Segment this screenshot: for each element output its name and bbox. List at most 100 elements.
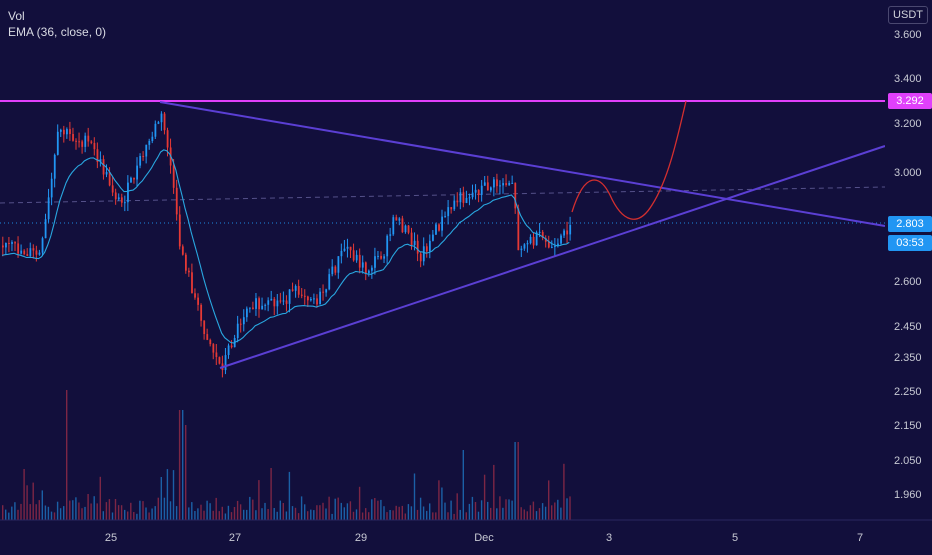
candle-body bbox=[56, 131, 59, 155]
candle-body bbox=[124, 202, 126, 204]
candle-body bbox=[569, 225, 572, 235]
candle-body bbox=[5, 243, 7, 248]
candle-body bbox=[307, 296, 309, 301]
volume-bar bbox=[526, 511, 528, 520]
candle-body bbox=[377, 255, 379, 257]
candle-body bbox=[93, 143, 96, 150]
candle-body bbox=[276, 300, 279, 307]
volume-bar bbox=[413, 473, 416, 520]
candle-body bbox=[69, 129, 71, 134]
candle-body bbox=[398, 218, 401, 221]
time-tick-label: 29 bbox=[355, 532, 367, 544]
volume-bar bbox=[334, 498, 336, 520]
candle-body bbox=[191, 272, 193, 294]
candle-body bbox=[261, 305, 264, 310]
currency-unit[interactable]: USDT bbox=[888, 6, 928, 24]
resistance-price-tag: 3.292 bbox=[888, 93, 932, 109]
candle-body bbox=[255, 298, 257, 309]
candle-body bbox=[66, 129, 68, 135]
volume-bar bbox=[169, 501, 172, 520]
candle-body bbox=[181, 246, 184, 255]
price-tick-label: 2.450 bbox=[894, 321, 922, 333]
volume-bar bbox=[459, 509, 461, 520]
drawings[interactable] bbox=[0, 100, 886, 369]
candle-body bbox=[343, 248, 346, 251]
candle-body bbox=[422, 246, 425, 262]
volume-bar bbox=[35, 504, 37, 520]
price-tick-label: 2.250 bbox=[894, 386, 922, 398]
candle-body bbox=[81, 141, 84, 147]
volume-bar bbox=[288, 471, 291, 520]
candle-body bbox=[63, 129, 65, 135]
candle-body bbox=[310, 299, 312, 301]
volume-bars bbox=[2, 390, 571, 520]
candle-body bbox=[328, 274, 331, 290]
volume-bar bbox=[172, 470, 175, 520]
volume-bar bbox=[294, 507, 297, 520]
volume-bar bbox=[380, 499, 382, 520]
volume-bar bbox=[206, 500, 208, 520]
candle-body bbox=[557, 243, 559, 246]
volume-bar bbox=[514, 442, 516, 520]
candle-body bbox=[526, 243, 529, 245]
legend-ema[interactable]: EMA (36, close, 0) bbox=[8, 25, 107, 39]
price-tick-label: 3.000 bbox=[894, 167, 922, 179]
candle-body bbox=[380, 255, 382, 259]
candle-body bbox=[145, 144, 148, 157]
candle-body bbox=[102, 159, 105, 175]
volume-bar bbox=[279, 500, 281, 520]
candle-body bbox=[471, 192, 474, 198]
volume-bar bbox=[316, 505, 318, 520]
candle-body bbox=[84, 135, 87, 147]
volume-bar bbox=[178, 410, 181, 520]
candle-body bbox=[111, 185, 114, 193]
volume-bar bbox=[182, 410, 184, 520]
volume-bar bbox=[392, 510, 394, 520]
volume-bar bbox=[75, 497, 77, 520]
candle-body bbox=[14, 242, 16, 244]
volume-bar bbox=[374, 498, 376, 520]
volume-bar bbox=[410, 506, 413, 520]
volume-bar bbox=[221, 506, 223, 520]
candle-body bbox=[20, 250, 23, 254]
volume-bar bbox=[487, 501, 489, 520]
candle-body bbox=[334, 266, 337, 273]
volume-bar bbox=[145, 507, 147, 520]
volume-bar bbox=[69, 500, 71, 520]
candle-body bbox=[303, 295, 306, 297]
volume-bar bbox=[66, 390, 68, 520]
volume-bar bbox=[188, 507, 190, 520]
volume-bar bbox=[93, 496, 95, 520]
volume-bar bbox=[163, 497, 166, 520]
candle-body bbox=[142, 156, 145, 157]
volume-bar bbox=[532, 501, 535, 520]
price-tick-label: 2.150 bbox=[894, 420, 922, 432]
volume-bar bbox=[285, 511, 288, 520]
volume-bar bbox=[136, 513, 138, 520]
candle-body bbox=[188, 270, 190, 273]
volume-bar bbox=[81, 508, 83, 520]
candle-body bbox=[496, 179, 498, 187]
volume-bar bbox=[541, 503, 544, 520]
volume-bar bbox=[566, 498, 568, 520]
volume-bar bbox=[361, 512, 364, 520]
volume-bar bbox=[78, 502, 80, 520]
legend-volume[interactable]: Vol bbox=[8, 9, 25, 23]
time-tick-label: 7 bbox=[857, 532, 863, 544]
volume-bar bbox=[499, 496, 501, 520]
candle-body bbox=[285, 300, 288, 304]
candle-body bbox=[75, 140, 77, 142]
price-axis-background bbox=[885, 0, 932, 520]
candle-body bbox=[493, 179, 495, 188]
volume-bar bbox=[32, 482, 34, 520]
volume-bar bbox=[90, 503, 92, 520]
volume-bar bbox=[166, 469, 169, 520]
volume-bar bbox=[197, 508, 199, 520]
price-tick-label: 2.350 bbox=[894, 352, 922, 364]
volume-bar bbox=[20, 503, 22, 520]
volume-bar bbox=[337, 497, 339, 520]
volume-bar bbox=[480, 500, 483, 520]
volume-bar bbox=[358, 486, 361, 520]
